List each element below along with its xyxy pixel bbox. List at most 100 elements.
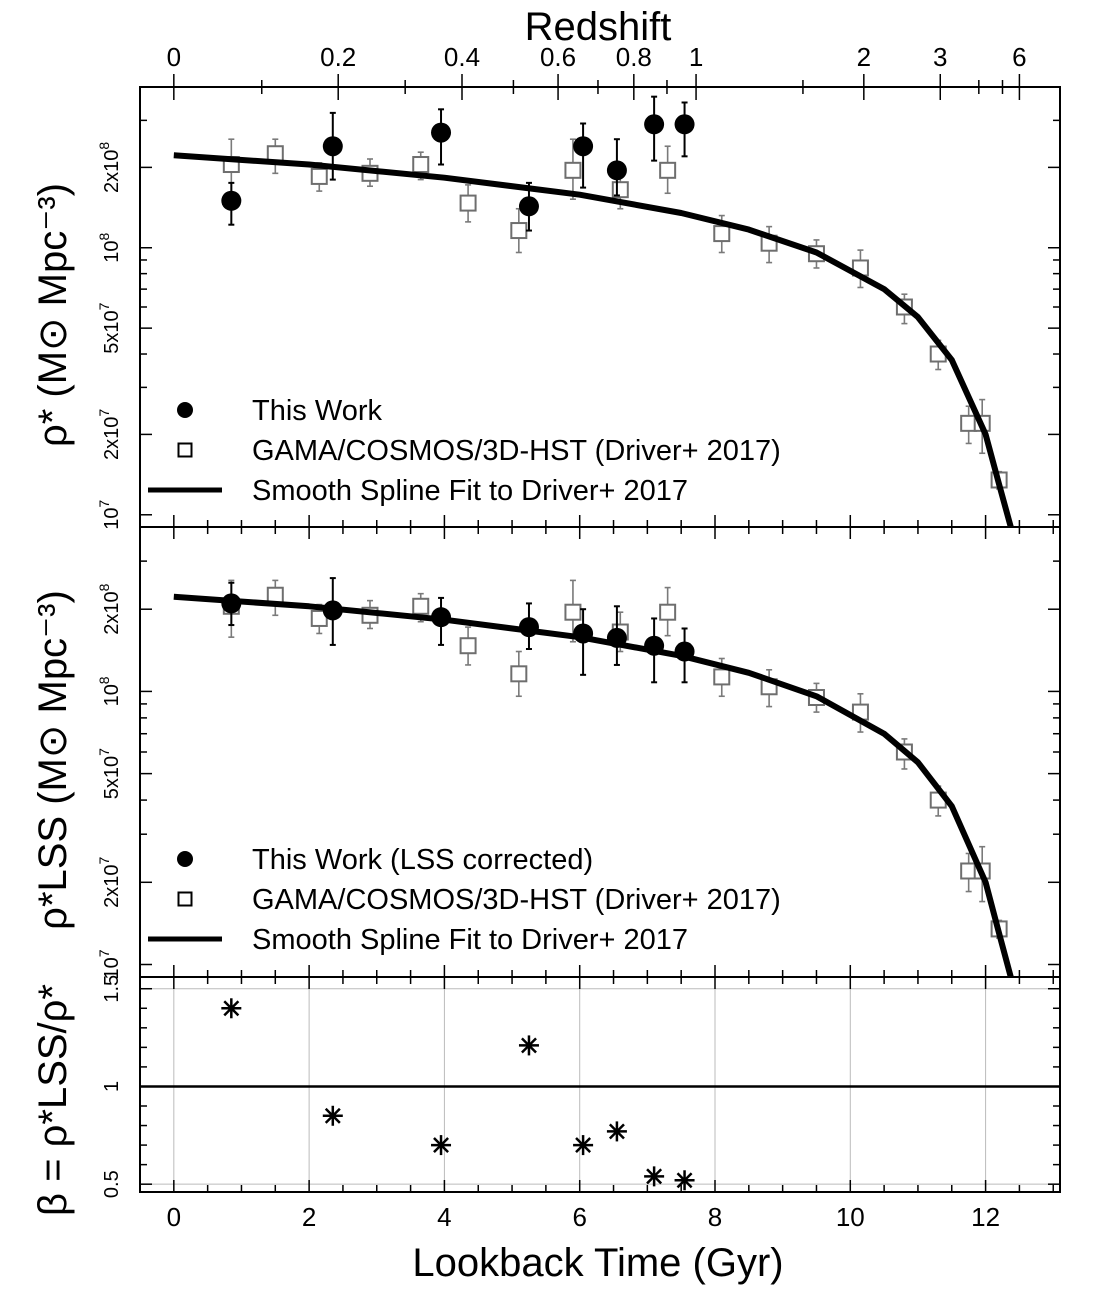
middle-legend-symbol-dot bbox=[177, 851, 193, 867]
y-tick-label: 2x108 bbox=[96, 583, 123, 634]
this-work-point bbox=[606, 627, 627, 648]
beta-point-stroke bbox=[575, 1137, 592, 1154]
y-tick-label-base: 5x10 bbox=[101, 310, 123, 353]
this-work-point bbox=[431, 122, 452, 143]
y-tick-label-base: 10 bbox=[101, 684, 123, 706]
beta-point bbox=[644, 1166, 665, 1187]
beta-point bbox=[573, 1135, 594, 1156]
y-tick-label-exp: 7 bbox=[96, 857, 112, 865]
y-tick-label-base: 10 bbox=[101, 957, 123, 979]
top-legend-label: GAMA/COSMOS/3D-HST (Driver+ 2017) bbox=[252, 435, 781, 467]
y-tick-label-exp: 7 bbox=[96, 409, 112, 417]
driver-2017-point bbox=[459, 637, 477, 655]
beta-point-stroke bbox=[676, 1172, 693, 1189]
redshift-tick-label: 0.4 bbox=[444, 42, 480, 72]
y-tick-label: 1 bbox=[101, 1081, 123, 1092]
y-tick-label-base: 2x10 bbox=[101, 150, 123, 193]
beta-point-stroke bbox=[608, 1123, 625, 1140]
top-panel-marks bbox=[173, 95, 1014, 527]
bottom-panel-ylabel: β = ρ*LSS/ρ* bbox=[31, 984, 75, 1216]
beta-point bbox=[518, 1035, 539, 1056]
top-legend-symbol-dot bbox=[177, 402, 193, 418]
driver-2017-point bbox=[310, 167, 328, 185]
this-work-point bbox=[644, 114, 665, 135]
x-tick-label: 12 bbox=[971, 1202, 1000, 1232]
this-work-point bbox=[322, 600, 343, 621]
bottom-panel-plot bbox=[140, 998, 1060, 1191]
this-work-point bbox=[221, 593, 242, 614]
y-tick-label-text: 2x108 bbox=[96, 583, 123, 634]
y-tick-label-text: 1.5 bbox=[101, 975, 123, 1003]
redshift-tick-label: 0.6 bbox=[540, 42, 576, 72]
x-tick-label: 10 bbox=[836, 1202, 865, 1232]
driver-2017-point bbox=[659, 603, 677, 621]
y-tick-label: 5x107 bbox=[96, 748, 123, 799]
y-tick-label-exp: 7 bbox=[96, 748, 112, 756]
redshift-tick-label: 0 bbox=[167, 42, 181, 72]
y-tick-label-text: 1 bbox=[101, 1081, 123, 1092]
top-panel-plot bbox=[173, 95, 1014, 527]
y-tick-label-text: 108 bbox=[96, 676, 123, 706]
y-tick-label-text: 2x107 bbox=[96, 857, 123, 908]
middle-legend-label: Smooth Spline Fit to Driver+ 2017 bbox=[252, 924, 688, 956]
y-tick-label-base: 2x10 bbox=[101, 591, 123, 634]
beta-point bbox=[606, 1121, 627, 1142]
driver-2017-point bbox=[564, 603, 582, 621]
y-tick-label: 108 bbox=[96, 676, 123, 706]
middle-legend-label: This Work (LSS corrected) bbox=[252, 844, 593, 876]
driver-2017-point bbox=[713, 225, 731, 243]
y-tick-label: 2x107 bbox=[96, 857, 123, 908]
y-tick-label-exp: 8 bbox=[96, 233, 112, 241]
x-tick-label: 4 bbox=[437, 1202, 451, 1232]
y-tick-label: 108 bbox=[96, 233, 123, 263]
beta-point-stroke bbox=[521, 1037, 537, 1054]
spline-fit-line bbox=[173, 152, 1014, 527]
top-axis-title: Redshift bbox=[525, 5, 672, 49]
beta-point-stroke bbox=[646, 1168, 663, 1185]
middle-panel-marks bbox=[173, 577, 1014, 977]
y-tick-label-text: 2x107 bbox=[96, 409, 123, 460]
this-work-point bbox=[322, 136, 343, 157]
middle-legend-symbol-square bbox=[177, 891, 193, 907]
beta-point bbox=[674, 1170, 695, 1191]
beta-point-stroke bbox=[433, 1137, 449, 1154]
y-tick-label: 0.5 bbox=[101, 1170, 123, 1198]
redshift-tick-label: 6 bbox=[1012, 42, 1026, 72]
top-panel-ylabel: ρ* (M⊙ Mpc⁻³) bbox=[31, 183, 75, 447]
this-work-point bbox=[221, 190, 242, 211]
y-tick-label-exp: 8 bbox=[96, 142, 112, 150]
x-tick-label: 8 bbox=[708, 1202, 722, 1232]
y-tick-label-text: 107 bbox=[96, 949, 123, 979]
middle-panel-plot bbox=[173, 577, 1014, 977]
y-tick-label-exp: 7 bbox=[96, 500, 112, 508]
y-tick-label: 2x108 bbox=[96, 142, 123, 193]
x-tick-label: 2 bbox=[302, 1202, 316, 1232]
beta-point bbox=[431, 1135, 452, 1156]
driver-2017-point bbox=[510, 665, 528, 683]
y-tick-label-text: 5x107 bbox=[96, 748, 123, 799]
y-tick-label: 2x107 bbox=[96, 409, 123, 460]
driver-2017-point bbox=[412, 156, 430, 174]
driver-2017-point bbox=[459, 194, 477, 212]
y-tick-label-exp: 7 bbox=[96, 302, 112, 310]
top-legend-label: Smooth Spline Fit to Driver+ 2017 bbox=[252, 475, 688, 507]
y-tick-label-exp: 8 bbox=[96, 583, 112, 591]
this-work-point bbox=[431, 607, 452, 628]
y-tick-label-base: 2x10 bbox=[101, 865, 123, 908]
driver-2017-point bbox=[412, 597, 430, 615]
driver-2017-point bbox=[266, 586, 284, 604]
beta-point bbox=[221, 998, 242, 1019]
middle-panel-ylabel: ρ*LSS (M⊙ Mpc⁻³) bbox=[31, 590, 75, 930]
middle-legend-label: GAMA/COSMOS/3D-HST (Driver+ 2017) bbox=[252, 884, 781, 916]
driver-2017-point bbox=[564, 161, 582, 179]
y-tick-label: 107 bbox=[96, 949, 123, 979]
this-work-point bbox=[573, 623, 594, 644]
y-tick-label-text: 107 bbox=[96, 500, 123, 530]
top-legend-label: This Work bbox=[252, 395, 382, 427]
beta-point-stroke bbox=[324, 1107, 341, 1124]
axis-ticks: 0 2 4 6 8 10 120 0.2 0.4 0.6 0.8 1 2 3 61072x1075x1071… bbox=[96, 42, 1060, 1232]
x-tick-label: 0 bbox=[167, 1202, 181, 1232]
this-work-point bbox=[518, 617, 539, 638]
y-tick-label: 5x107 bbox=[96, 302, 123, 353]
